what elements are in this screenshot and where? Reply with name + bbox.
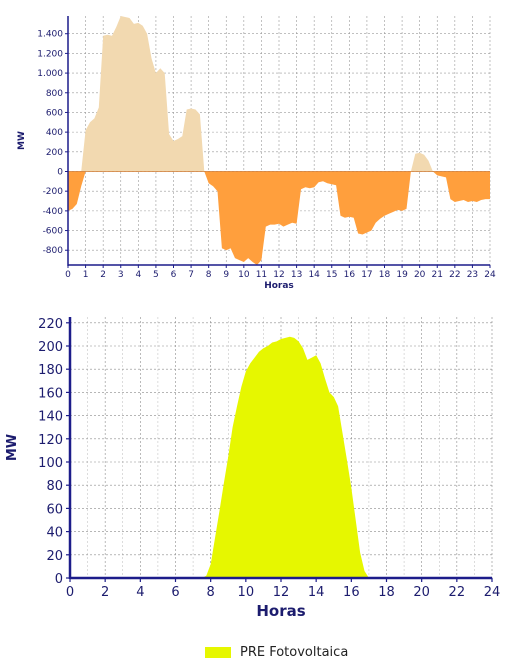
x-tick-label: 3 bbox=[118, 270, 124, 280]
y-tick-label: 400 bbox=[46, 128, 63, 138]
pv-area bbox=[70, 336, 492, 578]
x-tick-label: 2 bbox=[100, 270, 106, 280]
x-tick-label: 10 bbox=[238, 270, 250, 280]
x-tick-label: 16 bbox=[343, 585, 360, 600]
mw-balance-chart: 0 1 2 3 4 5 6 7 8 9 10 11 12 13 14 15 16 17 18 19 20 21 22 23 24… bbox=[17, 16, 496, 291]
x-tick-label: 21 bbox=[432, 270, 443, 280]
y-tick-label: 200 bbox=[46, 148, 63, 158]
y-tick-label: 1.400 bbox=[37, 30, 63, 40]
x-tick-label: 24 bbox=[484, 270, 496, 280]
y-tick-label: 100 bbox=[38, 456, 63, 471]
x-tick-label: 1 bbox=[83, 270, 89, 280]
x-tick-label: 16 bbox=[344, 270, 356, 280]
x-tick-label: 12 bbox=[273, 270, 284, 280]
x-tick-label: 6 bbox=[171, 270, 177, 280]
x-axis-label: Horas bbox=[264, 281, 294, 291]
positive-area bbox=[68, 16, 490, 172]
x-tick-label: 12 bbox=[273, 585, 290, 600]
x-tick-label: 18 bbox=[378, 585, 395, 600]
x-axis-label: Horas bbox=[256, 602, 305, 620]
x-tick-label: 4 bbox=[136, 585, 144, 600]
pre-fotovoltaica-chart: 0 2 4 6 8 10 12 14 16 18 20 22 240204060801001201401… bbox=[5, 317, 501, 620]
x-tick-label: 22 bbox=[449, 585, 466, 600]
y-tick-label: -600 bbox=[43, 227, 64, 237]
y-tick-label: 600 bbox=[46, 108, 63, 118]
y-tick-label: 140 bbox=[38, 410, 63, 425]
y-tick-label: 800 bbox=[46, 89, 63, 99]
x-tick-label: 22 bbox=[449, 270, 460, 280]
y-tick-label: 60 bbox=[46, 502, 63, 517]
x-tick-label: 24 bbox=[484, 585, 501, 600]
y-tick-label: 40 bbox=[46, 526, 63, 541]
legend-swatch bbox=[205, 646, 231, 658]
y-tick-label: 80 bbox=[46, 479, 63, 494]
x-tick-label: 20 bbox=[413, 585, 430, 600]
x-tick-label: 14 bbox=[308, 270, 320, 280]
x-tick-label: 8 bbox=[207, 585, 215, 600]
x-tick-label: 14 bbox=[308, 585, 325, 600]
x-tick-label: 23 bbox=[467, 270, 478, 280]
chart-legend: PRE Fotovoltaica bbox=[205, 642, 348, 662]
y-tick-label: 220 bbox=[38, 317, 63, 332]
x-tick-label: 7 bbox=[188, 270, 194, 280]
x-tick-label: 0 bbox=[65, 270, 71, 280]
y-tick-label: 1.000 bbox=[37, 69, 63, 79]
x-tick-label: 2 bbox=[101, 585, 109, 600]
y-tick-label: 1.200 bbox=[37, 49, 63, 59]
y-tick-label: -200 bbox=[43, 187, 64, 197]
x-tick-label: 5 bbox=[153, 270, 159, 280]
y-tick-label: 160 bbox=[38, 386, 63, 401]
x-tick-label: 0 bbox=[66, 585, 74, 600]
y-tick-label: 0 bbox=[57, 168, 63, 178]
x-tick-label: 15 bbox=[326, 270, 337, 280]
negative-area bbox=[68, 171, 490, 265]
x-tick-label: 10 bbox=[238, 585, 255, 600]
x-tick-label: 13 bbox=[291, 270, 302, 280]
y-axis-label: MW bbox=[17, 131, 27, 150]
x-tick-label: 9 bbox=[223, 270, 229, 280]
y-tick-label: 200 bbox=[38, 340, 63, 355]
x-tick-label: 17 bbox=[361, 270, 372, 280]
y-tick-label: 120 bbox=[38, 433, 63, 448]
y-tick-label: -800 bbox=[43, 246, 64, 256]
x-tick-label: 8 bbox=[206, 270, 212, 280]
y-tick-label: 0 bbox=[55, 572, 63, 587]
x-tick-label: 19 bbox=[396, 270, 408, 280]
x-tick-label: 6 bbox=[171, 585, 179, 600]
x-tick-label: 20 bbox=[414, 270, 426, 280]
y-tick-label: 20 bbox=[46, 549, 63, 564]
x-tick-label: 11 bbox=[256, 270, 267, 280]
y-tick-label: 180 bbox=[38, 363, 63, 378]
x-tick-label: 18 bbox=[379, 270, 391, 280]
y-tick-label: -400 bbox=[43, 207, 64, 217]
legend-label: PRE Fotovoltaica bbox=[240, 644, 349, 660]
y-axis-label: MW bbox=[5, 434, 20, 461]
x-tick-label: 4 bbox=[135, 270, 141, 280]
